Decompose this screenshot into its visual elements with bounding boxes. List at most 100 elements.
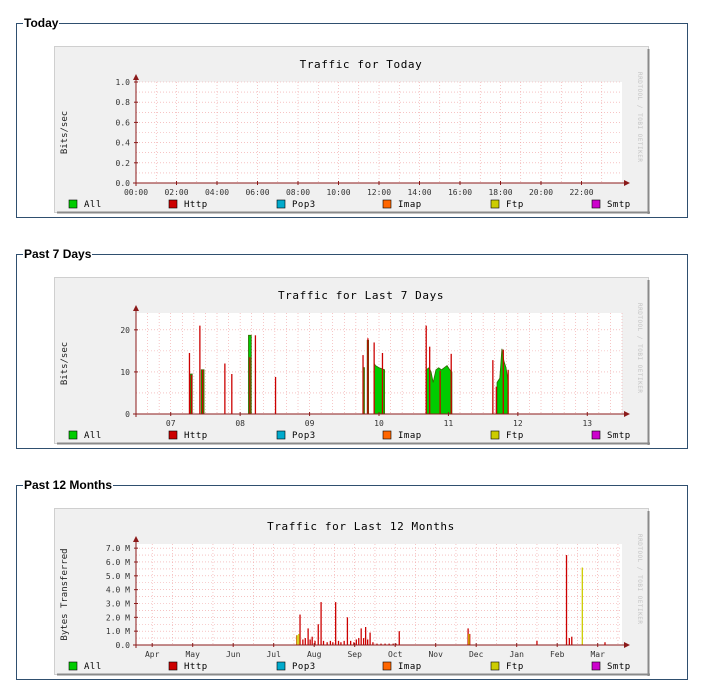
- legend-label-pop3: Pop3: [292, 662, 316, 672]
- x-tick-label: 10:00: [326, 188, 350, 197]
- x-tick-label: Jun: [226, 650, 241, 659]
- panel-legend-12months: Past 12 Months: [24, 478, 113, 492]
- legend-label-ftp: Ftp: [506, 662, 524, 672]
- legend-label-all: All: [84, 200, 102, 210]
- x-tick-label: Dec: [469, 650, 484, 659]
- x-tick-label: May: [185, 650, 200, 659]
- y-tick-label: 1.0 M: [106, 627, 130, 636]
- plot-area: [136, 544, 622, 645]
- x-tick-label: 09: [305, 419, 315, 428]
- x-tick-label: Aug: [307, 650, 322, 659]
- x-axis-arrow: [624, 180, 630, 186]
- x-tick-label: 14:00: [407, 188, 431, 197]
- chart-12months: 0.0 1.0 M 2.0 M 3.0 M 4.0 M 5.0 M 6.0 M 7.0 M Ap…: [54, 508, 650, 676]
- x-tick-label: 08: [235, 419, 245, 428]
- y-tick-label: 0.6: [116, 118, 131, 127]
- x-tick-label: 11: [444, 419, 454, 428]
- x-tick-label: 16:00: [448, 188, 472, 197]
- legend-swatch-pop3: [276, 661, 286, 671]
- x-tick-label: 18:00: [488, 188, 512, 197]
- y-tick-label: 0.4: [116, 139, 131, 148]
- x-tick-label: 13: [582, 419, 592, 428]
- x-tick-label: 12:00: [367, 188, 391, 197]
- y-tick-label: 4.0 M: [106, 586, 130, 595]
- chart-title: Traffic for Today: [300, 58, 423, 71]
- x-axis-arrow: [624, 411, 630, 417]
- legend-swatch-http: [168, 661, 178, 671]
- legend-swatch-ftp: [490, 661, 500, 671]
- x-tick-label: 20:00: [529, 188, 553, 197]
- x-tick-label: Oct: [388, 650, 403, 659]
- x-tick-label: Nov: [428, 650, 443, 659]
- panel-legend-today: Today: [24, 16, 59, 30]
- panel-12months: Past 12 Months 0.0 1.0 M 2.0 M 3.0 M 4.0 M 5.…: [16, 478, 688, 680]
- x-tick-label: 02:00: [164, 188, 188, 197]
- x-tick-label: Apr: [145, 650, 160, 659]
- y-tick-label: 0.8: [116, 98, 131, 107]
- y-tick-label: 1.0: [116, 78, 131, 87]
- legend-label-http: Http: [184, 431, 208, 441]
- y-axis-arrow: [133, 536, 139, 542]
- legend-label-ftp: Ftp: [506, 200, 524, 210]
- legend-swatch-imap: [382, 661, 392, 671]
- legend-swatch-all: [68, 199, 78, 209]
- legend-swatch-pop3: [276, 430, 286, 440]
- panel-legend-7days: Past 7 Days: [24, 247, 92, 261]
- legend-label-pop3: Pop3: [292, 431, 316, 441]
- x-tick-label: 00:00: [124, 188, 148, 197]
- rrd-graph-12months: 0.0 1.0 M 2.0 M 3.0 M 4.0 M 5.0 M 6.0 M 7.0 M Ap…: [54, 508, 651, 677]
- chart-title: Traffic for Last 12 Months: [267, 520, 455, 533]
- legend-label-imap: Imap: [398, 662, 422, 672]
- y-tick-label: 7.0 M: [106, 544, 130, 553]
- y-tick-label: 5.0 M: [106, 572, 130, 581]
- y-tick-label: 3.0 M: [106, 599, 130, 608]
- legend-label-imap: Imap: [398, 200, 422, 210]
- legend-swatch-smtp: [591, 199, 601, 209]
- legend-label-all: All: [84, 431, 102, 441]
- x-tick-label: 04:00: [205, 188, 229, 197]
- x-tick-label: Jul: [266, 650, 281, 659]
- y-tick-label: 0.0: [116, 641, 131, 650]
- panel-7days: Past 7 Days 0 10 20 07 08 09 10 11 12 13 Traffic f…: [16, 247, 688, 449]
- legend-label-imap: Imap: [398, 431, 422, 441]
- y-tick-label: 0: [125, 410, 130, 419]
- legend-label-all: All: [84, 662, 102, 672]
- rrd-graph-7days: 0 10 20 07 08 09 10 11 12 13 Traffic for Last 7 Da…: [54, 277, 651, 446]
- legend-label-smtp: Smtp: [607, 662, 631, 672]
- legend-swatch-imap: [382, 430, 392, 440]
- legend-swatch-smtp: [591, 430, 601, 440]
- legend-label-smtp: Smtp: [607, 200, 631, 210]
- rrd-graph-today: 0.0 0.2 0.4 0.6 0.8 1.0 00:00 02:00 04:00 06:00 08…: [54, 46, 651, 215]
- x-tick-label: 07: [166, 419, 176, 428]
- panel-today: Today 0.0 0.2 0.4 0.6 0.8 1.0 00:00 02:00 04:00 0…: [16, 16, 688, 218]
- y-tick-label: 10: [120, 368, 130, 377]
- y-tick-label: 0.0: [116, 179, 131, 188]
- x-tick-label: 12: [513, 419, 523, 428]
- legend-label-http: Http: [184, 200, 208, 210]
- x-tick-label: 22:00: [569, 188, 593, 197]
- y-axis-label: Bits/sec: [60, 111, 70, 154]
- legend-swatch-imap: [382, 199, 392, 209]
- chart-7days: 0 10 20 07 08 09 10 11 12 13 Traffic for Last 7 Da…: [54, 277, 650, 445]
- chart-title: Traffic for Last 7 Days: [278, 289, 444, 302]
- legend-label-ftp: Ftp: [506, 431, 524, 441]
- y-tick-label: 6.0 M: [106, 558, 130, 567]
- y-tick-label: 2.0 M: [106, 613, 130, 622]
- x-axis-arrow: [624, 642, 630, 648]
- x-tick-label: Mar: [590, 650, 605, 659]
- legend-swatch-pop3: [276, 199, 286, 209]
- rrdtool-watermark: RRDTOOL / TOBI OETIKER: [636, 72, 643, 162]
- legend-label-http: Http: [184, 662, 208, 672]
- rrdtool-watermark: RRDTOOL / TOBI OETIKER: [636, 534, 643, 624]
- y-axis-arrow: [133, 74, 139, 80]
- legend-swatch-all: [68, 430, 78, 440]
- y-axis-arrow: [133, 305, 139, 311]
- y-tick-label: 0.2: [116, 159, 131, 168]
- chart-today: 0.0 0.2 0.4 0.6 0.8 1.0 00:00 02:00 04:00 06:00 08…: [54, 46, 650, 214]
- legend-swatch-ftp: [490, 430, 500, 440]
- legend-swatch-smtp: [591, 661, 601, 671]
- legend-swatch-ftp: [490, 199, 500, 209]
- y-axis-label: Bytes Transferred: [60, 548, 70, 640]
- x-tick-label: 06:00: [245, 188, 269, 197]
- legend-swatch-http: [168, 199, 178, 209]
